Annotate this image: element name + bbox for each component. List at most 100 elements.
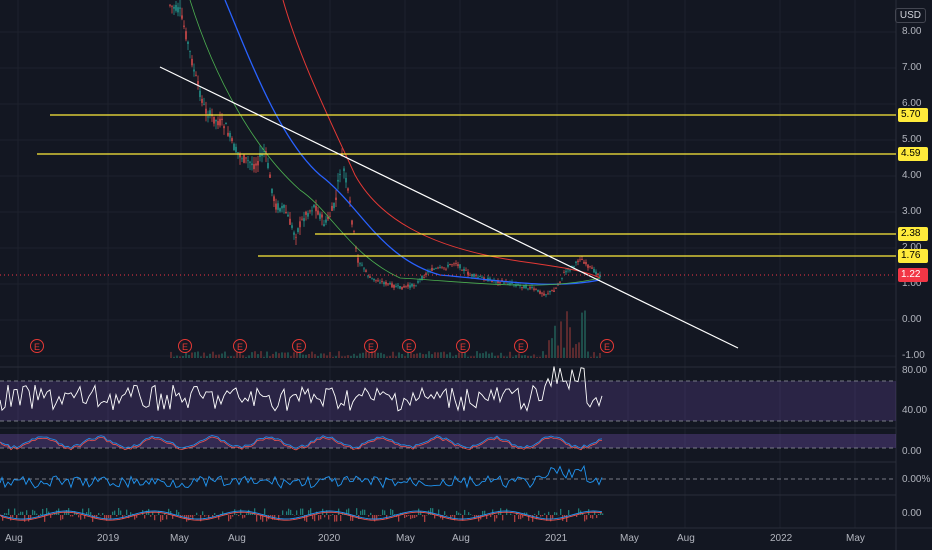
candle-body	[253, 164, 255, 170]
macd-histogram-bar	[2, 515, 4, 521]
macd-histogram-bar	[562, 515, 564, 521]
earnings-marker[interactable]: E	[233, 339, 247, 353]
candle-body	[553, 290, 555, 293]
candle-body	[351, 220, 353, 225]
macd-histogram-bar	[232, 515, 234, 517]
macd-histogram-bar	[118, 508, 120, 515]
macd-histogram-bar	[202, 511, 204, 515]
candle-body	[461, 269, 463, 271]
candle-body	[353, 231, 355, 232]
oscillator-line	[0, 464, 603, 489]
volume-bar	[512, 356, 514, 358]
candle-body	[467, 271, 469, 275]
candle-body	[459, 264, 461, 269]
volume-bar	[476, 351, 478, 358]
candle-body	[403, 286, 405, 288]
volume-bar	[221, 353, 223, 358]
macd-histogram-bar	[262, 515, 264, 522]
volume-bar	[578, 342, 580, 358]
stoch-k-line	[0, 435, 603, 449]
macd-histogram-bar	[596, 515, 598, 519]
macd-histogram-bar	[214, 513, 216, 515]
macd-line	[0, 510, 603, 520]
trendline[interactable]	[159, 66, 739, 349]
macd-histogram-bar	[228, 515, 230, 522]
price-level-label: 1.76	[898, 249, 928, 263]
macd-histogram-bar	[230, 515, 232, 520]
macd-histogram-bar	[266, 515, 268, 522]
volume-bar	[227, 356, 229, 358]
volume-bar	[545, 354, 547, 358]
candle-body	[435, 268, 437, 270]
volume-bar	[287, 352, 289, 358]
macd-histogram-bar	[340, 515, 342, 522]
volume-bar	[362, 352, 364, 358]
volume-bar	[197, 351, 199, 358]
volume-bar	[230, 356, 232, 358]
candle-body	[371, 277, 373, 279]
candle-body	[555, 287, 557, 289]
macd-histogram-bar	[376, 515, 378, 521]
earnings-marker[interactable]: E	[456, 339, 470, 353]
earnings-marker[interactable]: E	[514, 339, 528, 353]
macd-histogram-bar	[364, 509, 366, 515]
candle-body	[423, 277, 425, 279]
volume-bar	[368, 353, 370, 358]
macd-histogram-bar	[542, 515, 544, 517]
volume-bar	[527, 355, 529, 358]
candle-body	[507, 283, 509, 285]
earnings-marker[interactable]: E	[292, 339, 306, 353]
macd-histogram-bar	[166, 515, 168, 520]
macd-histogram-bar	[416, 515, 418, 517]
volume-bar	[419, 352, 421, 358]
volume-bar	[539, 356, 541, 358]
macd-histogram-bar	[510, 513, 512, 515]
macd-histogram-bar	[178, 512, 180, 515]
candle-body	[421, 276, 423, 280]
macd-histogram-bar	[24, 515, 26, 522]
macd-histogram-bar	[22, 511, 24, 515]
volume-bar	[305, 354, 307, 358]
volume-bar	[209, 353, 211, 358]
price-level-label: 2.38	[898, 227, 928, 241]
volume-bar	[272, 353, 274, 358]
macd-histogram-bar	[6, 513, 8, 515]
candle-body	[273, 196, 275, 202]
macd-histogram-bar	[218, 515, 220, 520]
volume-bar	[494, 355, 496, 358]
candle-body	[373, 278, 375, 281]
earnings-marker[interactable]: E	[364, 339, 378, 353]
earnings-marker[interactable]: E	[178, 339, 192, 353]
candle-body	[255, 163, 257, 166]
macd-histogram-bar	[538, 510, 540, 515]
macd-histogram-bar	[566, 515, 568, 522]
macd-signal-line	[0, 511, 603, 521]
earnings-marker[interactable]: E	[600, 339, 614, 353]
volume-bar	[344, 356, 346, 358]
candle-body	[537, 289, 539, 292]
candle-body	[207, 116, 209, 118]
macd-histogram-bar	[222, 511, 224, 515]
volume-bar	[473, 356, 475, 358]
volume-bars	[170, 310, 601, 358]
currency-label[interactable]: USD	[894, 8, 926, 23]
macd-histogram-bar	[144, 515, 146, 519]
volume-bar	[560, 321, 562, 358]
macd-histogram-bar	[306, 515, 308, 522]
candle-body	[195, 74, 197, 76]
volume-bar	[341, 356, 343, 358]
macd-histogram-bar	[334, 515, 336, 522]
candle-body	[377, 280, 379, 282]
macd-histogram-bar	[152, 511, 154, 515]
candle-body	[267, 163, 269, 169]
earnings-marker[interactable]: E	[402, 339, 416, 353]
macd-histogram-bar	[42, 508, 44, 515]
earnings-marker[interactable]: E	[30, 339, 44, 353]
macd-histogram-bar	[460, 513, 462, 515]
macd-histogram-bar	[314, 515, 316, 522]
price-level-label: 4.59	[898, 147, 928, 161]
candle-body	[513, 284, 515, 285]
volume-bar	[248, 355, 250, 358]
candle-body	[543, 293, 545, 296]
